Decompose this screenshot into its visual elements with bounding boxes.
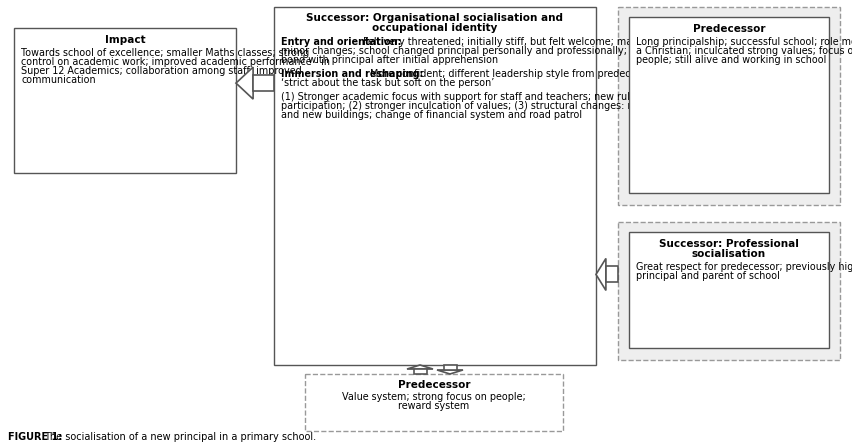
Text: and new buildings; change of financial system and road patrol: and new buildings; change of financial s… <box>281 110 582 120</box>
Text: The socialisation of a new principal in a primary school.: The socialisation of a new principal in … <box>44 432 317 442</box>
Text: ‘strict about the task but soft on the person’: ‘strict about the task but soft on the p… <box>281 78 494 88</box>
Text: Predecessor: Predecessor <box>693 24 765 34</box>
Bar <box>14 28 236 173</box>
Text: (1) Stronger academic focus with support for staff and teachers; new rules for p: (1) Stronger academic focus with support… <box>281 92 692 102</box>
Polygon shape <box>407 365 433 369</box>
Text: Super 12 Academics; collaboration among staff; improved: Super 12 Academics; collaboration among … <box>21 66 302 76</box>
Text: Entry and orientation:: Entry and orientation: <box>281 37 401 47</box>
Polygon shape <box>437 370 463 374</box>
Text: Long principalship; successful school; role model and: Long principalship; successful school; r… <box>636 37 852 47</box>
Text: socialisation: socialisation <box>692 249 766 259</box>
Polygon shape <box>236 67 253 99</box>
Text: bond with principal after initial apprehension: bond with principal after initial appreh… <box>281 55 498 65</box>
Bar <box>618 7 840 205</box>
Text: Value system; strong focus on people;: Value system; strong focus on people; <box>343 392 526 402</box>
Polygon shape <box>253 75 274 91</box>
Bar <box>629 17 829 193</box>
Text: Predecessor: Predecessor <box>398 380 470 390</box>
Text: people; still alive and working in school: people; still alive and working in schoo… <box>636 55 826 65</box>
Text: Felt very threatened; initially stiff, but felt welcome; made: Felt very threatened; initially stiff, b… <box>360 37 644 47</box>
Polygon shape <box>606 266 618 283</box>
Text: Towards school of excellence; smaller Maths classes; strong: Towards school of excellence; smaller Ma… <box>21 48 309 58</box>
Bar <box>618 222 840 360</box>
Text: More confident; different leadership style from predecessor –: More confident; different leadership sty… <box>367 69 665 79</box>
Text: Impact: Impact <box>105 35 146 45</box>
Text: Successor: Organisational socialisation and: Successor: Organisational socialisation … <box>307 13 563 23</box>
Text: minor changes; school changed principal personally and professionally; staff sta: minor changes; school changed principal … <box>281 46 702 56</box>
Polygon shape <box>596 258 606 291</box>
Text: FIGURE 1:: FIGURE 1: <box>8 432 66 442</box>
Text: a Christian; inculcated strong values; focus on: a Christian; inculcated strong values; f… <box>636 46 852 56</box>
Bar <box>629 232 829 348</box>
Text: Successor: Professional: Successor: Professional <box>659 239 799 249</box>
Text: occupational identity: occupational identity <box>372 23 498 33</box>
Bar <box>274 7 596 365</box>
Text: participation; (2) stronger inculcation of values; (3) structural changes: refur: participation; (2) stronger inculcation … <box>281 101 695 111</box>
Text: Immersion and reshaping:: Immersion and reshaping: <box>281 69 423 79</box>
Text: Great respect for predecessor; previously high school: Great respect for predecessor; previousl… <box>636 262 852 272</box>
Polygon shape <box>413 369 427 374</box>
Bar <box>305 374 563 431</box>
Text: communication: communication <box>21 75 95 85</box>
Text: control on academic work; improved academic performance - in: control on academic work; improved acade… <box>21 57 330 67</box>
Polygon shape <box>444 365 457 370</box>
Text: principal and parent of school: principal and parent of school <box>636 271 780 281</box>
Text: reward system: reward system <box>399 401 469 411</box>
